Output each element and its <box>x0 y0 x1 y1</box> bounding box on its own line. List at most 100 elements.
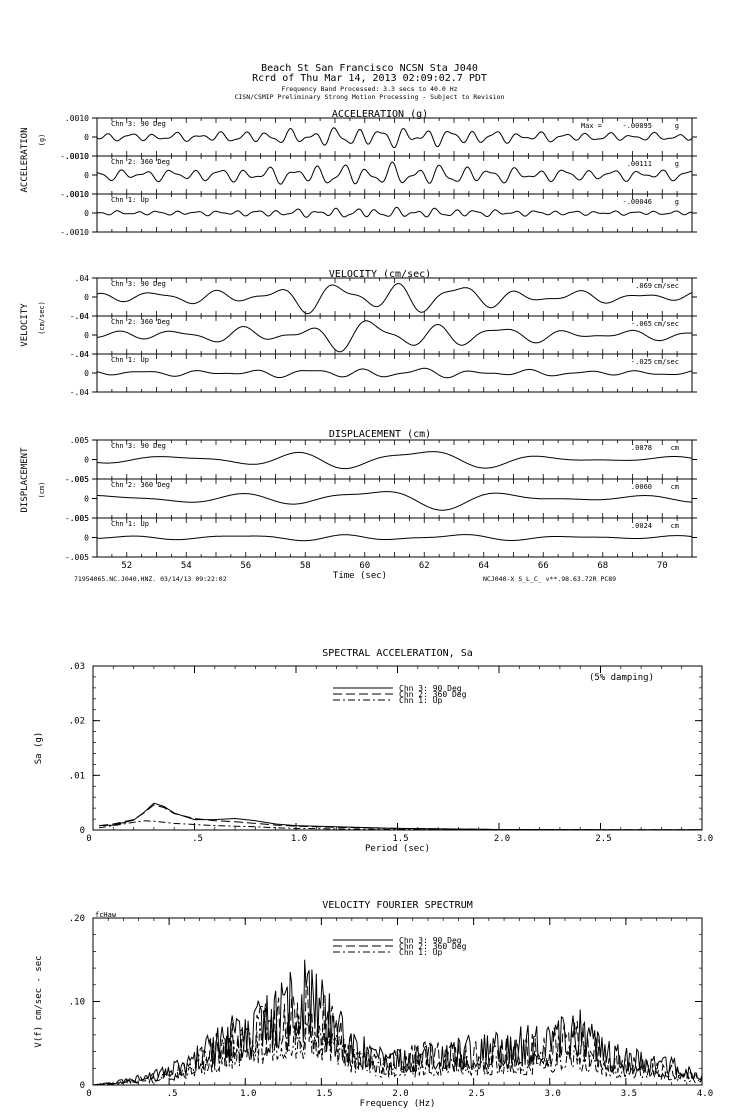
x-tick-label: 64 <box>478 561 489 571</box>
processing-note: CISN/CSMIP Preliminary Strong Motion Pro… <box>234 93 505 101</box>
y-tick-label: .0010 <box>65 114 89 123</box>
x-tick-label: 68 <box>597 561 608 571</box>
x-tick-label: 60 <box>359 561 370 571</box>
series-line <box>92 985 703 1086</box>
y-tick-label: 0 <box>84 133 89 142</box>
max-unit: cm/sec <box>654 282 679 290</box>
y-tick-label: -.0010 <box>60 152 89 161</box>
max-value: -.065 <box>631 320 652 328</box>
y-tick-label: .04 <box>75 350 90 359</box>
y-tick-label: -.005 <box>65 553 89 562</box>
y-tick-label: .005 <box>70 514 89 523</box>
max-value: -.025 <box>631 358 652 366</box>
panel-unit-0: (g) <box>38 134 46 147</box>
channel-frame <box>96 117 693 157</box>
max-value: .069 <box>635 282 652 290</box>
record-subtitle: Rcrd of Thu Mar 14, 2013 02:09:02.7 PDT <box>252 73 487 84</box>
channel-trace <box>96 491 693 511</box>
max-value: -.00095 <box>622 122 652 130</box>
footer-left: 71954065.NC.J040.HNZ. 03/14/13 09:22:02 <box>74 575 227 583</box>
y-tick-label: .03 <box>69 662 85 672</box>
x-tick-label: 1.5 <box>392 834 408 844</box>
x-tick-label: 54 <box>181 561 192 571</box>
x-tick-label: 52 <box>121 561 132 571</box>
y-tick-label: 0 <box>84 495 89 504</box>
x-origin-label: 0 <box>86 834 91 844</box>
channel-name: Chn 3: 90 Deg <box>111 442 166 450</box>
x-tick-label: 3.0 <box>697 834 713 844</box>
y-tick-label: .10 <box>69 998 85 1008</box>
series-line <box>99 802 703 831</box>
series-line <box>99 820 703 831</box>
y-tick-label: 0 <box>84 209 89 218</box>
x-tick-label: .5 <box>167 1089 178 1099</box>
channel-trace <box>97 451 693 470</box>
max-value: .0060 <box>631 483 652 491</box>
channel-trace <box>96 127 693 148</box>
x-tick-label: 2.0 <box>494 834 510 844</box>
channel-frame <box>96 478 693 519</box>
series-line <box>99 804 703 831</box>
y-tick-label: -.005 <box>65 475 89 484</box>
max-value: .00111 <box>627 160 652 168</box>
max-value: .0024 <box>631 522 652 530</box>
spectrum-title-1: VELOCITY FOURIER SPECTRUM <box>322 900 473 911</box>
max-unit: cm/sec <box>654 320 679 328</box>
record-title: Beach St San Francisco NCSN Sta J040 <box>261 63 478 74</box>
channel-trace <box>96 161 693 185</box>
max-value: -.00046 <box>622 198 652 206</box>
spectrum-frame <box>92 917 703 1086</box>
spectrum-ylabel-1: V(f) cm/sec - sec <box>34 955 44 1047</box>
legend-label: Chn 3: 90 Deg <box>399 936 462 945</box>
y-tick-label: 0 <box>84 331 89 340</box>
max-unit: cm <box>671 522 679 530</box>
x-tick-label: 1.5 <box>316 1089 332 1099</box>
x-tick-label: 62 <box>419 561 430 571</box>
max-unit: g <box>675 160 679 168</box>
x-tick-label: 2.5 <box>468 1089 484 1099</box>
y-tick-label: 0 <box>84 534 89 543</box>
x-tick-label: 2.0 <box>392 1089 408 1099</box>
x-tick-label: 58 <box>300 561 311 571</box>
y-tick-label: 0 <box>84 171 89 180</box>
x-tick-label: 1.0 <box>291 834 307 844</box>
y-tick-label: -.04 <box>70 350 89 359</box>
legend-label: Chn 2: 360 Deg <box>399 942 467 951</box>
channel-frame <box>96 277 693 317</box>
spectrum-frame <box>92 665 703 831</box>
footer-right: NCJ040-X S_L_C_ v**.98.63.72R PC89 <box>483 575 616 583</box>
channel-trace <box>96 282 693 315</box>
channel-name: Chn 2: 360 Deg <box>111 318 170 326</box>
panel-ylabel-0: ACCELERATION <box>20 127 30 192</box>
max-unit: cm <box>671 483 679 491</box>
x-tick-label: 56 <box>240 561 251 571</box>
legend-label: Chn 1: Up <box>399 696 443 705</box>
panel-ylabel-2: DISPLACEMENT <box>20 447 30 513</box>
y-tick-label: .04 <box>75 312 90 321</box>
y-tick-label: 0 <box>80 826 85 836</box>
x-origin-label: 0 <box>86 1089 91 1099</box>
x-tick-label: 70 <box>657 561 668 571</box>
panel-title-1: VELOCITY (cm/sec) <box>329 269 431 280</box>
panel-unit-1: (cm/sec) <box>38 301 46 335</box>
channel-frame <box>96 155 693 195</box>
y-tick-label: .005 <box>70 436 89 445</box>
channel-name: Chn 3: 90 Deg <box>111 280 166 288</box>
max-unit: g <box>675 198 679 206</box>
channel-trace <box>96 320 692 353</box>
x-tick-label: 1.0 <box>240 1089 256 1099</box>
channel-trace <box>96 367 693 379</box>
y-tick-label: -.005 <box>65 514 89 523</box>
legend-label: Chn 3: 90 Deg <box>399 684 462 693</box>
panel-unit-2: (cm) <box>38 482 46 499</box>
channel-name: Chn 2: 360 Deg <box>111 158 170 166</box>
channel-name: Chn 1: Up <box>111 520 149 528</box>
y-tick-label: .0010 <box>65 152 89 161</box>
y-tick-label: -.04 <box>70 312 89 321</box>
y-tick-label: 0 <box>84 369 89 378</box>
x-tick-label: 4.0 <box>697 1089 713 1099</box>
max-value: .0078 <box>631 444 652 452</box>
y-tick-label: .04 <box>75 274 90 283</box>
spectrum-title-0: SPECTRAL ACCELERATION, Sa <box>322 648 473 659</box>
